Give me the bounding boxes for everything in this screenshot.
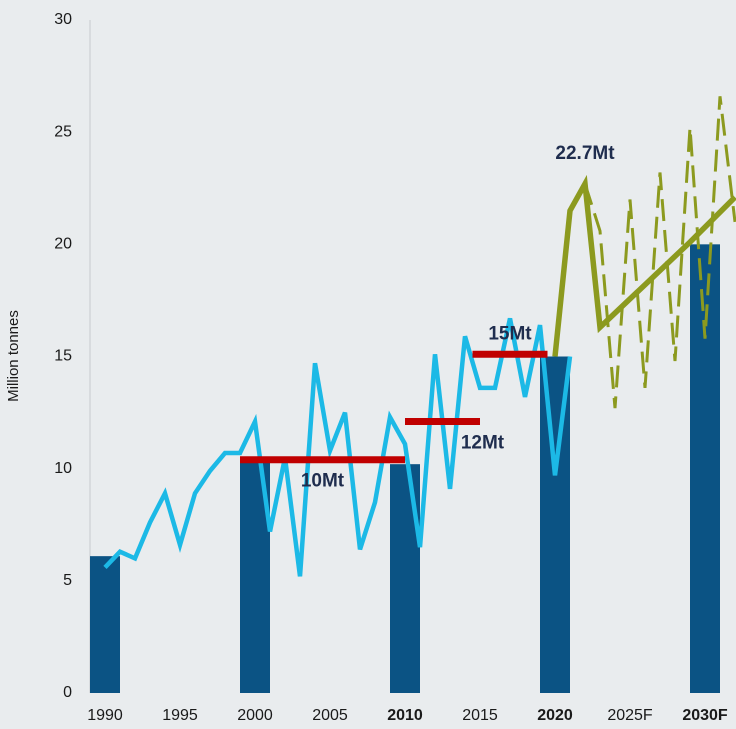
y-tick-label: 15 bbox=[54, 348, 72, 365]
y-tick-label: 0 bbox=[63, 684, 72, 701]
bar bbox=[90, 556, 120, 693]
y-tick-label: 25 bbox=[54, 123, 72, 140]
x-tick-label: 2010 bbox=[387, 707, 423, 724]
average-label: 10Mt bbox=[301, 471, 345, 492]
y-tick-label: 20 bbox=[54, 236, 72, 253]
bar bbox=[390, 464, 420, 693]
line-series bbox=[103, 317, 573, 577]
peak-annotation: 22.7Mt bbox=[555, 143, 615, 164]
x-tick-label: 2000 bbox=[237, 707, 273, 724]
line-series bbox=[583, 96, 736, 409]
x-tick-label: 2030F bbox=[682, 707, 728, 724]
x-tick-label: 2005 bbox=[312, 707, 348, 724]
y-tick-label: 30 bbox=[54, 11, 72, 28]
y-axis-label: Million tonnes bbox=[5, 310, 22, 402]
x-tick-label: 2020 bbox=[537, 707, 573, 724]
average-label: 12Mt bbox=[461, 433, 505, 454]
bar bbox=[690, 244, 720, 694]
line-series bbox=[552, 174, 736, 357]
x-tick-label: 2025F bbox=[607, 707, 653, 724]
x-tick-label: 1990 bbox=[87, 707, 123, 724]
x-tick-label: 1995 bbox=[162, 707, 198, 724]
average-label: 15Mt bbox=[488, 323, 532, 344]
y-tick-label: 10 bbox=[54, 460, 72, 477]
x-tick-label: 2015 bbox=[462, 707, 498, 724]
y-tick-label: 5 bbox=[63, 572, 72, 589]
